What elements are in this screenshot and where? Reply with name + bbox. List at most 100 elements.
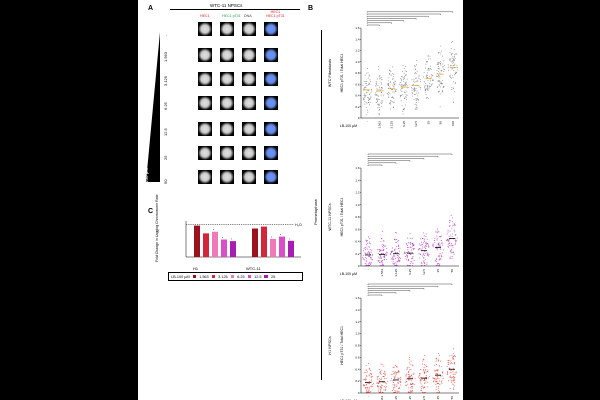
data-point: [384, 373, 386, 375]
data-point: [425, 241, 427, 243]
data-point: [417, 80, 419, 82]
data-point: [375, 81, 377, 82]
data-point: [374, 94, 376, 96]
data-point: [440, 375, 442, 377]
data-point: [420, 390, 422, 392]
data-point: [438, 90, 440, 92]
data-point: [370, 373, 372, 375]
data-point: [403, 251, 405, 253]
data-point: [427, 72, 428, 74]
data-point: [440, 249, 442, 251]
data-point: [440, 81, 442, 83]
data-point: [402, 110, 404, 112]
micrograph-cell: [198, 122, 212, 136]
data-point: [436, 70, 438, 71]
data-point: [427, 79, 429, 81]
data-point: [368, 104, 370, 106]
data-point: [379, 258, 381, 259]
data-point: [438, 264, 440, 266]
data-point: [365, 114, 367, 116]
violin-6.25: [398, 65, 409, 115]
data-point: [434, 241, 436, 243]
data-point: [398, 391, 400, 393]
legend-label: 6.25: [237, 274, 245, 279]
data-point: [394, 264, 396, 266]
data-point: [364, 96, 366, 98]
data-point: [418, 92, 420, 94]
data-point: [402, 94, 404, 96]
data-point: [440, 245, 442, 247]
data-point: [402, 65, 404, 67]
bar-legend: LB-100 µM 1.563 3.125 6.25 12.5 25: [168, 272, 303, 281]
data-point: [398, 382, 400, 384]
data-point: [416, 90, 418, 92]
data-point: [416, 101, 418, 103]
data-point: [420, 87, 421, 88]
data-point: [410, 390, 412, 392]
data-point: [424, 67, 426, 69]
data-point: [401, 90, 403, 92]
data-point: [363, 258, 364, 260]
data-point: [443, 60, 445, 62]
data-point: [405, 82, 407, 84]
data-point: [436, 369, 438, 371]
data-point: [376, 78, 378, 80]
data-point: [401, 80, 403, 81]
micrograph-cell: [220, 170, 234, 184]
data-point: [362, 85, 364, 87]
data-point: [436, 359, 438, 361]
data-point: [454, 234, 456, 235]
data-point: [410, 369, 412, 370]
data-point: [454, 224, 456, 226]
data-point: [423, 370, 425, 372]
data-point: [423, 367, 425, 369]
col-header-0: HEC1: [200, 14, 210, 18]
subplot-2: H1 NPSCs HEC1 pT31 / Total HEC1 0 0.2 0.4 0.6…: [328, 283, 459, 400]
data-point: [420, 264, 422, 266]
micrograph-cell: [242, 48, 256, 62]
data-point: [436, 64, 438, 66]
data-point: [438, 377, 440, 379]
data-point: [367, 246, 369, 248]
data-point: [380, 378, 382, 380]
data-point: [426, 366, 428, 368]
data-point: [427, 69, 429, 71]
x-tick-label: -: [365, 121, 369, 122]
data-point: [424, 89, 426, 91]
row-label-1: 1.563: [163, 51, 168, 62]
data-point: [366, 374, 367, 376]
data-point: [385, 253, 387, 255]
significance-bracket: [367, 164, 383, 166]
panel-a-label: A: [148, 5, 154, 12]
data-point: [412, 257, 414, 259]
data-point: [423, 372, 425, 374]
data-point: [439, 51, 441, 53]
data-point: [437, 80, 439, 82]
data-point: [453, 55, 455, 57]
data-point: [440, 45, 442, 47]
data-point: [393, 249, 395, 251]
data-point: [382, 250, 384, 251]
data-point: [411, 90, 413, 92]
data-point: [438, 91, 440, 92]
data-point: [363, 80, 365, 82]
data-point: [379, 249, 381, 251]
data-point: [425, 89, 427, 91]
data-point: [367, 68, 369, 69]
data-point: [438, 242, 440, 244]
data-point: [377, 382, 379, 383]
data-point: [368, 82, 370, 84]
data-point: [386, 383, 388, 385]
data-point: [424, 244, 426, 246]
data-point: [404, 83, 406, 85]
data-point: [452, 383, 454, 385]
y-tick-label: 0.6: [355, 227, 360, 231]
data-point: [454, 64, 455, 66]
data-point: [399, 81, 401, 83]
data-point: [391, 89, 393, 91]
x-tick-label: 25: [436, 396, 440, 400]
y-tick-label: 1.0: [355, 203, 360, 207]
data-point: [452, 348, 454, 350]
data-point: [384, 256, 385, 258]
data-point: [377, 85, 379, 87]
